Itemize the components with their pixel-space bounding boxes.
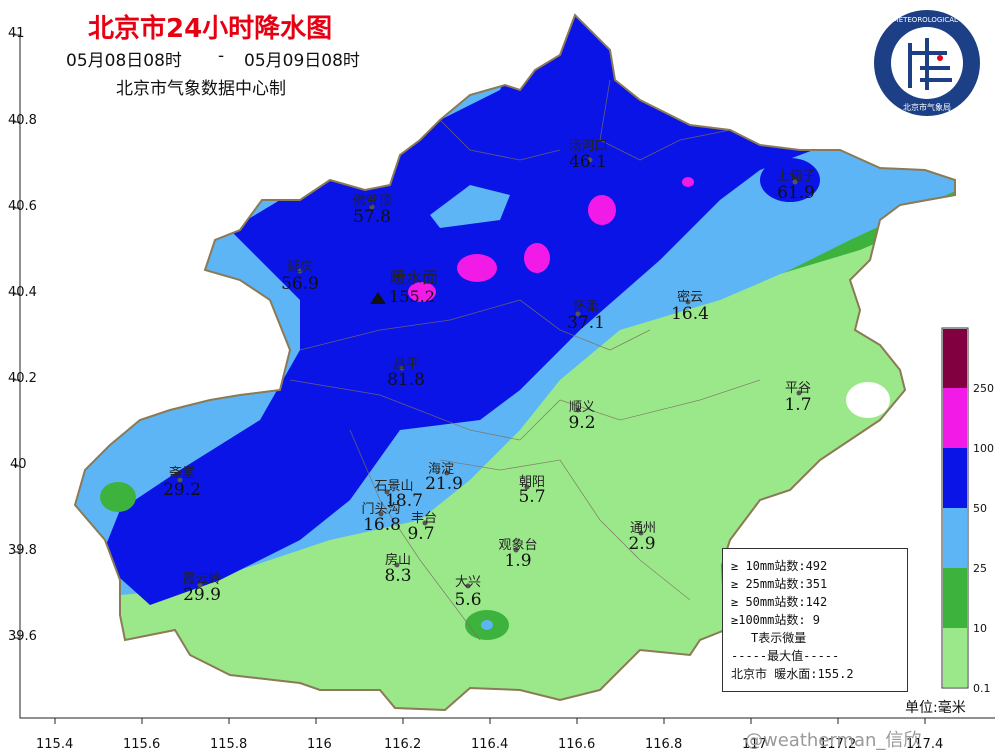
logo-bottom-text: 北京市气象局 bbox=[903, 102, 951, 112]
x-tick-label: 116.6 bbox=[558, 737, 596, 752]
summary-line: T表示微量 bbox=[751, 631, 807, 645]
producer-label: 北京市气象数据中心制 bbox=[116, 79, 286, 99]
colorbar-label: 50 bbox=[973, 502, 987, 515]
colorbar-blue bbox=[943, 448, 967, 508]
colorbar-label: 100 bbox=[973, 442, 994, 455]
unit-label: 单位:毫米 bbox=[905, 700, 966, 716]
colorbar-label: 10 bbox=[973, 622, 987, 635]
station-value: 16.8 bbox=[363, 515, 401, 535]
y-tick-label: 39.8 bbox=[8, 543, 37, 558]
x-tick-label: 115.8 bbox=[210, 737, 248, 752]
station-value: 46.1 bbox=[569, 152, 607, 172]
map-title: 北京市24小时降水图 bbox=[88, 14, 333, 44]
station-name: 顺义 bbox=[568, 400, 596, 415]
station-name: 汤河口 bbox=[568, 139, 608, 154]
station-value: 1.9 bbox=[504, 551, 532, 571]
watermark-credit: @weatherman_信欣 bbox=[745, 730, 922, 751]
station-name: 密云 bbox=[676, 290, 704, 305]
station-value: 5.7 bbox=[518, 487, 546, 507]
period-end: 05月09日08时 bbox=[244, 51, 360, 71]
y-tick-label: 39.6 bbox=[8, 629, 37, 644]
x-tick-label: 117.4 bbox=[906, 737, 944, 752]
station-value: 2.9 bbox=[628, 534, 656, 554]
colorbar-green bbox=[943, 568, 967, 628]
y-tick-label: 40.8 bbox=[8, 113, 37, 128]
station-name: 平谷 bbox=[784, 381, 812, 396]
colorbar-magenta bbox=[943, 388, 967, 448]
station-value: 56.9 bbox=[281, 274, 319, 294]
summary-line: 北京市 暖水面:155.2 bbox=[731, 667, 854, 681]
station-name: 房山 bbox=[384, 553, 412, 568]
period-separator: - bbox=[218, 46, 225, 66]
station-value: 8.3 bbox=[384, 566, 412, 586]
x-tick-label: 116.4 bbox=[471, 737, 509, 752]
station-name: 石景山 bbox=[374, 479, 414, 494]
station-value: 29.2 bbox=[163, 480, 201, 500]
x-tick-label: 117 bbox=[742, 737, 767, 752]
station-name: 丰台 bbox=[410, 511, 438, 526]
summary-line: ≥ 50mm站数:142 bbox=[731, 595, 828, 609]
y-tick-label: 40 bbox=[10, 457, 27, 472]
logo-ring-text: BEIJING METEOROLOGICAL SERVICE bbox=[872, 16, 982, 24]
beijing-meteorological-service-logo: BEIJING METEOROLOGICAL SERVICE 北京市气象局 bbox=[872, 10, 982, 116]
station-value: 155.2 bbox=[389, 287, 435, 306]
station-name: 霞云岭 bbox=[182, 572, 222, 587]
station-name: 观象台 bbox=[498, 538, 538, 553]
y-tick-label: 40.4 bbox=[8, 285, 37, 300]
station-name: 大兴 bbox=[454, 575, 482, 590]
station-name: 门头沟 bbox=[361, 502, 401, 517]
station-value: 37.1 bbox=[567, 313, 605, 333]
summary-legend: ≥ 10mm站数:492 ≥ 25mm站数:351 ≥ 50mm站数:142 ≥… bbox=[722, 548, 908, 692]
colorbar-maroon bbox=[943, 329, 967, 388]
colorbar-label: 25 bbox=[973, 562, 987, 575]
station-value: 16.4 bbox=[671, 304, 709, 324]
summary-line: ≥ 10mm站数:492 bbox=[731, 559, 828, 573]
station-name: 怀柔 bbox=[572, 300, 600, 315]
x-tick-label: 116.8 bbox=[645, 737, 683, 752]
station-name: 佛爷顶 bbox=[352, 194, 392, 209]
y-tick-label: 40.6 bbox=[8, 199, 37, 214]
x-tick-label: 117.2 bbox=[819, 737, 857, 752]
station-value: 9.7 bbox=[407, 524, 435, 544]
station-name: 上甸子 bbox=[776, 169, 816, 184]
colorbar-lightblue bbox=[943, 508, 967, 568]
station-name: 昌平 bbox=[392, 357, 420, 372]
station-name: 暖水面 bbox=[389, 268, 439, 287]
station-value: 61.9 bbox=[777, 183, 815, 203]
y-tick-label: 40.2 bbox=[8, 371, 37, 386]
max-station-triangle-icon bbox=[370, 292, 386, 304]
station-value: 9.2 bbox=[568, 413, 596, 433]
summary-line: -----最大值----- bbox=[731, 649, 840, 663]
period-start: 05月08日08时 bbox=[66, 51, 182, 71]
station-name: 延庆 bbox=[286, 260, 314, 275]
station-value: 21.9 bbox=[425, 474, 463, 494]
x-tick-label: 115.4 bbox=[36, 737, 74, 752]
station-value: 18.7 bbox=[385, 491, 423, 511]
x-tick-label: 116.2 bbox=[384, 737, 422, 752]
colorbar-label: 250 bbox=[973, 382, 994, 395]
station-value: 57.8 bbox=[353, 207, 391, 227]
x-tick-label: 116 bbox=[307, 737, 332, 752]
station-value: 29.9 bbox=[183, 585, 221, 605]
y-tick-label: 41 bbox=[8, 26, 25, 41]
summary-line: ≥ 25mm站数:351 bbox=[731, 577, 828, 591]
colorbar-lightgreen bbox=[943, 628, 967, 687]
station-name: 海淀 bbox=[427, 462, 455, 477]
station-value: 5.6 bbox=[454, 590, 482, 610]
station-value: 1.7 bbox=[784, 395, 812, 415]
station-name: 朝阳 bbox=[518, 475, 546, 490]
x-tick-label: 115.6 bbox=[123, 737, 161, 752]
colorbar-label: 0.1 bbox=[973, 682, 991, 695]
summary-line: ≥100mm站数: 9 bbox=[731, 613, 821, 627]
station-value: 81.8 bbox=[387, 370, 425, 390]
station-name: 斋堂 bbox=[168, 466, 196, 481]
station-name: 通州 bbox=[629, 521, 657, 536]
